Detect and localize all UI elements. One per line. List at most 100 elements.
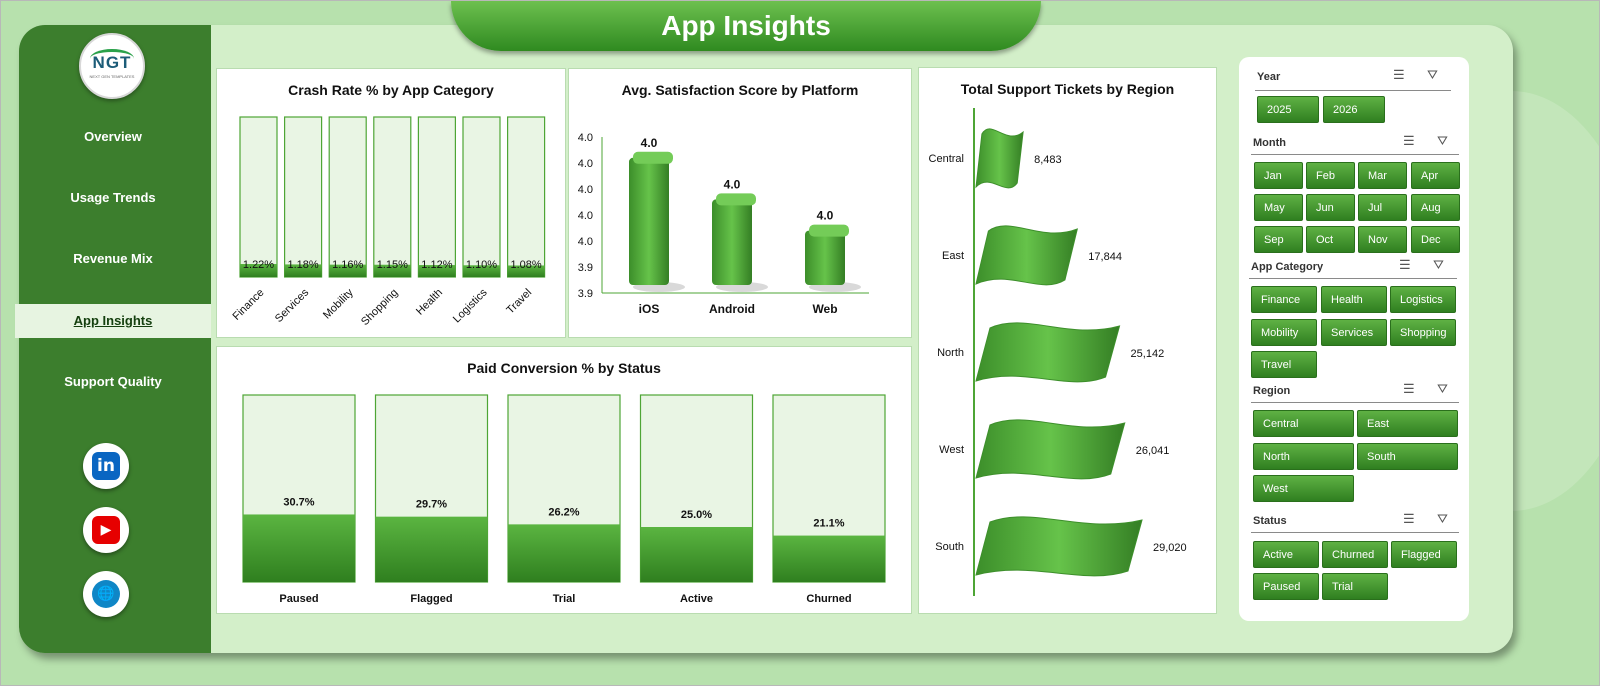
crash-bar-bg-mobility	[328, 116, 367, 278]
clear-filter-icon[interactable]: ⛛	[1437, 511, 1448, 526]
slicer-region-item-south[interactable]: South	[1357, 443, 1458, 470]
nav-app-insights[interactable]: App Insights	[15, 304, 211, 338]
slicer-month-item-dec[interactable]: Dec	[1411, 226, 1460, 253]
nav-usage-trends[interactable]: Usage Trends	[70, 190, 156, 205]
slicer-app-category-item-logistics[interactable]: Logistics	[1390, 286, 1456, 313]
tickets-title: Total Support Tickets by Region	[960, 81, 1175, 97]
globe-button[interactable]: 🌐	[83, 571, 129, 617]
title-tab: App Insights	[451, 1, 1041, 51]
crash-data-label: 1.22%	[243, 259, 274, 271]
satisfaction-bar-android	[712, 199, 752, 285]
slicer-app-category-label: App Category	[1251, 261, 1324, 273]
crash-category-label: Finance	[230, 287, 266, 323]
slicer-month-item-nov[interactable]: Nov	[1358, 226, 1407, 253]
satisfaction-category-label: Android	[709, 302, 755, 316]
slicer-app-category-item-health[interactable]: Health	[1321, 286, 1387, 313]
slicer-app-category-item-shopping[interactable]: Shopping	[1390, 319, 1456, 346]
satisfaction-panel: Avg. Satisfaction Score by Platform 4.0 4…	[568, 68, 912, 338]
slicer-region-item-central[interactable]: Central	[1253, 410, 1354, 437]
satisfaction-bar-top-android	[716, 193, 756, 206]
slicer-year-item-2026[interactable]: 2026	[1323, 96, 1385, 123]
clear-filter-icon[interactable]: ⛛	[1437, 381, 1448, 396]
slicer-month-item-jul[interactable]: Jul	[1358, 194, 1407, 221]
crash-category-label: Health	[414, 287, 445, 318]
satisfaction-data-label: 4.0	[641, 136, 658, 150]
clear-filter-icon[interactable]: ⛛	[1437, 133, 1448, 148]
slicer-status-item-active[interactable]: Active	[1253, 541, 1319, 568]
slicer-app-category-item-travel[interactable]: Travel	[1251, 351, 1317, 378]
page-title: App Insights	[661, 10, 831, 41]
youtube-button[interactable]: ▶	[83, 507, 129, 553]
slicer-month-item-apr[interactable]: Apr	[1411, 162, 1460, 189]
linkedin-icon: in	[92, 452, 120, 480]
multi-select-icon[interactable]: ☰	[1399, 257, 1411, 272]
crash-data-label: 1.12%	[421, 259, 452, 271]
slicer-month-item-jun[interactable]: Jun	[1306, 194, 1355, 221]
slicer-status-item-flagged[interactable]: Flagged	[1391, 541, 1457, 568]
slicer-region-item-east[interactable]: East	[1357, 410, 1458, 437]
satisfaction-bar-ios	[629, 157, 669, 285]
slicer-status-item-trial[interactable]: Trial	[1322, 573, 1388, 600]
crash-rate-chart: 1.22% Finance 1.18% Services 1.16% Mobility 1.…	[230, 116, 546, 328]
slicer-status-item-paused[interactable]: Paused	[1253, 573, 1319, 600]
conversion-bar-trial	[508, 524, 620, 582]
conversion-category-label: Churned	[806, 593, 851, 605]
slicer-month-item-aug[interactable]: Aug	[1411, 194, 1460, 221]
slicer-app-category-item-services[interactable]: Services	[1321, 319, 1387, 346]
conversion-bar-churned	[773, 535, 885, 582]
crash-bar-shopping	[373, 264, 411, 277]
logo-subtext: NEXT GEN TEMPLATES	[89, 74, 135, 79]
tickets-data-label: 29,020	[1153, 542, 1187, 554]
slicer-region-item-north[interactable]: North	[1253, 443, 1354, 470]
conversion-data-label: 21.1%	[813, 518, 844, 530]
slicer-app-category-item-finance[interactable]: Finance	[1251, 286, 1317, 313]
ngt-logo: NGT NEXT GEN TEMPLATES	[79, 33, 145, 99]
crash-bar-travel	[507, 265, 545, 277]
satisfaction-category-label: Web	[812, 302, 837, 316]
tickets-category-label: West	[939, 444, 964, 456]
youtube-icon: ▶	[92, 516, 120, 544]
slicer-status-label: Status	[1253, 515, 1287, 527]
nav-support-quality[interactable]: Support Quality	[64, 374, 162, 389]
conversion-bar-flagged	[375, 516, 488, 582]
satisfaction-y-tick: 4.0	[578, 236, 593, 248]
crash-bar-bg-logistics	[462, 116, 501, 278]
crash-bar-finance	[240, 263, 277, 277]
slicer-month-item-sep[interactable]: Sep	[1254, 226, 1303, 253]
clear-filter-icon[interactable]: ⛛	[1433, 257, 1444, 272]
satisfaction-y-tick: 4.0	[578, 158, 593, 170]
satisfaction-chart: 4.0 4.0 4.0 4.0 4.0 3.9 3.9 4.0 iOS 4.0 Android 4.0…	[578, 132, 869, 316]
multi-select-icon[interactable]: ☰	[1403, 133, 1415, 148]
logo-swoosh-icon	[90, 49, 134, 68]
tickets-data-label: 26,041	[1136, 445, 1170, 457]
slicer-month-item-oct[interactable]: Oct	[1306, 226, 1355, 253]
slicer-month-item-may[interactable]: May	[1254, 194, 1303, 221]
multi-select-icon[interactable]: ☰	[1403, 381, 1415, 396]
crash-bar-bg-health	[417, 116, 456, 278]
linkedin-button[interactable]: in	[83, 443, 129, 489]
satisfaction-data-label: 4.0	[724, 177, 741, 191]
slicer-app-category-item-mobility[interactable]: Mobility	[1251, 319, 1317, 346]
slicer-status-item-churned[interactable]: Churned	[1322, 541, 1388, 568]
satisfaction-bar-web	[805, 230, 845, 285]
tickets-bar-east	[975, 225, 1079, 286]
slicer-month-item-jan[interactable]: Jan	[1254, 162, 1303, 189]
globe-icon: 🌐	[92, 580, 120, 608]
tickets-bar-south	[975, 516, 1143, 577]
satisfaction-y-tick: 4.0	[578, 210, 593, 222]
slicer-divider	[1251, 154, 1459, 155]
slicer-month-item-feb[interactable]: Feb	[1306, 162, 1355, 189]
tickets-bar-central	[975, 128, 1024, 189]
nav-overview[interactable]: Overview	[84, 129, 142, 144]
multi-select-icon[interactable]: ☰	[1393, 67, 1405, 82]
nav-revenue-mix[interactable]: Revenue Mix	[73, 251, 153, 266]
tickets-bar-west	[975, 419, 1126, 480]
slicer-month-item-mar[interactable]: Mar	[1358, 162, 1407, 189]
slicer-year-item-2025[interactable]: 2025	[1257, 96, 1319, 123]
crash-bar-logistics	[463, 265, 500, 277]
conversion-bar-active	[640, 527, 753, 582]
multi-select-icon[interactable]: ☰	[1403, 511, 1415, 526]
clear-filter-icon[interactable]: ⛛	[1427, 67, 1438, 82]
crash-bar-bg-services	[283, 116, 323, 278]
slicer-region-item-west[interactable]: West	[1253, 475, 1354, 502]
